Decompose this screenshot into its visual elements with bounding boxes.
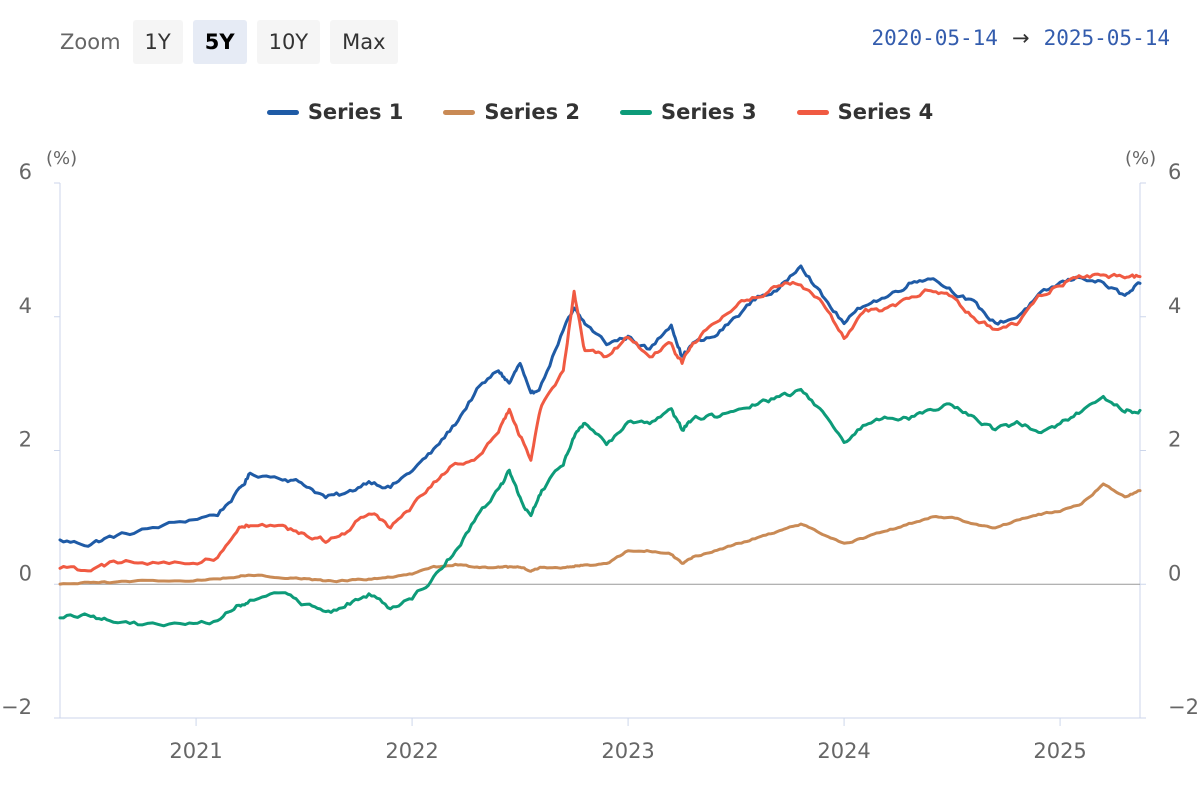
zoom-10y-button[interactable]: 10Y: [256, 20, 321, 64]
zoom-max-button[interactable]: Max: [330, 20, 398, 64]
legend-label-series-1: Series 1: [307, 100, 404, 124]
series-line-2: [58, 482, 1142, 586]
legend-swatch-series-2: [443, 109, 476, 115]
axes-layer: −2 −2 0 0 2 2 4 4 6 6 (%) (%) 2021 2022 2023 2024 2025: [1, 148, 1199, 763]
series-line-3: [58, 387, 1142, 628]
zoom-1y-button[interactable]: 1Y: [132, 20, 183, 64]
zoom-bar: Zoom 1Y 5Y 10Y Max: [60, 20, 398, 64]
zoom-5y-button[interactable]: 5Y: [192, 20, 247, 64]
y-tick-label-left: 0: [19, 561, 32, 585]
y-tick-label-right: −2: [1168, 695, 1199, 719]
range-to[interactable]: 2025-05-14: [1043, 26, 1170, 50]
legend-item-series-1[interactable]: Series 1: [266, 100, 404, 124]
y-tick-label-left: −2: [1, 695, 32, 719]
zoom-label: Zoom: [60, 30, 121, 54]
legend-swatch-series-3: [620, 109, 652, 115]
y-unit-right: (%): [1125, 148, 1156, 169]
x-tick-label: 2023: [601, 739, 654, 763]
legend-label-series-4: Series 4: [837, 100, 934, 124]
y-unit-left: (%): [46, 148, 77, 169]
x-tick-label: 2025: [1033, 739, 1086, 763]
date-range: 2020-05-14 → 2025-05-14: [872, 26, 1170, 50]
y-tick-label-right: 6: [1168, 160, 1181, 184]
range-from[interactable]: 2020-05-14: [871, 26, 998, 50]
y-tick-label-left: 2: [19, 428, 32, 452]
series-line-4: [58, 272, 1142, 573]
legend-swatch-series-1: [266, 109, 299, 115]
y-tick-label-left: 6: [19, 160, 32, 184]
legend-swatch-series-4: [796, 109, 829, 115]
legend-item-series-3[interactable]: Series 3: [620, 100, 757, 124]
y-tick-label-right: 0: [1168, 561, 1181, 585]
x-tick-label: 2022: [385, 739, 438, 763]
y-tick-label-right: 4: [1168, 294, 1181, 318]
legend-label-series-2: Series 2: [484, 100, 580, 124]
y-tick-label-left: 4: [19, 294, 32, 318]
legend-item-series-4[interactable]: Series 4: [796, 100, 934, 124]
x-tick-label: 2021: [169, 739, 222, 763]
y-tick-label-right: 2: [1168, 428, 1181, 452]
range-arrow-icon: →: [1011, 26, 1030, 50]
legend-item-series-2[interactable]: Series 2: [443, 100, 580, 124]
chart-legend: Series 1 Series 2 Series 3 Series 4: [0, 100, 1200, 124]
series-line-1: [58, 264, 1142, 548]
legend-label-series-3: Series 3: [661, 100, 757, 124]
x-tick-label: 2024: [817, 739, 870, 763]
series-layer: [58, 264, 1142, 628]
